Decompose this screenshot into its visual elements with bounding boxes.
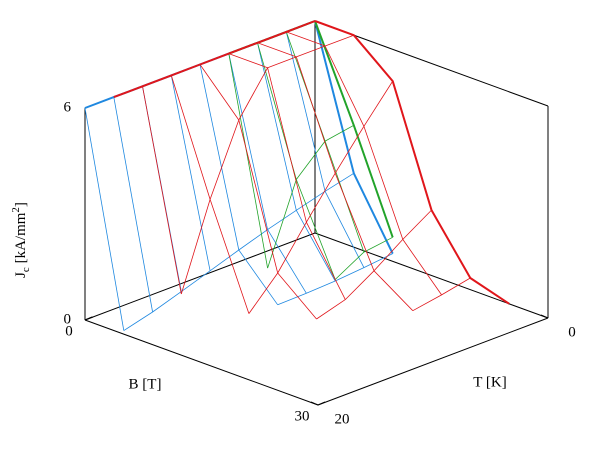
x-tick-label: 30 bbox=[295, 408, 310, 424]
x-axis bbox=[84, 319, 319, 406]
y-axis-label: T [K] bbox=[473, 374, 506, 390]
mesh-line bbox=[123, 172, 355, 331]
mesh-line bbox=[314, 20, 510, 305]
z-label-part: J bbox=[13, 272, 29, 278]
z-tick-label: 0 bbox=[64, 311, 72, 327]
mesh-line bbox=[180, 34, 354, 295]
box-edge bbox=[84, 232, 316, 321]
y-tick-label: 20 bbox=[335, 411, 350, 427]
mesh-line bbox=[285, 31, 365, 268]
mesh-line bbox=[170, 75, 211, 271]
mesh-line bbox=[113, 20, 316, 99]
mesh-line bbox=[412, 277, 471, 312]
mesh-line bbox=[334, 236, 393, 280]
mesh-line bbox=[257, 42, 336, 282]
mesh-line bbox=[228, 53, 346, 300]
y-tick-label: 0 bbox=[568, 324, 576, 340]
mesh-line bbox=[257, 42, 414, 311]
mesh-line bbox=[277, 253, 393, 306]
mesh-line bbox=[142, 86, 182, 295]
mesh-line bbox=[199, 64, 317, 320]
mesh-line bbox=[84, 107, 125, 331]
x-tick bbox=[84, 316, 93, 321]
y-axis bbox=[317, 317, 549, 406]
y-tick bbox=[310, 401, 319, 406]
mesh-line bbox=[314, 20, 394, 255]
mesh-line bbox=[316, 209, 432, 320]
x-tick bbox=[317, 401, 326, 406]
z-label-sup: 2 bbox=[10, 207, 22, 213]
x-axis-label: B [T] bbox=[129, 376, 162, 392]
mesh-line bbox=[113, 97, 153, 313]
x-tick-label: 0 bbox=[65, 323, 73, 339]
z-axis-label: Jc [kA/mm2] bbox=[10, 202, 32, 278]
box-edge bbox=[314, 232, 549, 319]
mesh-line bbox=[267, 124, 354, 269]
z-label-sub: c bbox=[20, 267, 32, 272]
z-tick-label: 6 bbox=[64, 99, 72, 115]
mesh-line bbox=[257, 42, 336, 280]
mesh-line bbox=[228, 53, 268, 269]
mesh-line bbox=[248, 80, 394, 314]
z-label-part: [kA/mm bbox=[13, 212, 29, 267]
y-tick bbox=[540, 314, 549, 319]
mesh-line bbox=[314, 20, 394, 238]
z-label-part: ] bbox=[13, 202, 29, 207]
